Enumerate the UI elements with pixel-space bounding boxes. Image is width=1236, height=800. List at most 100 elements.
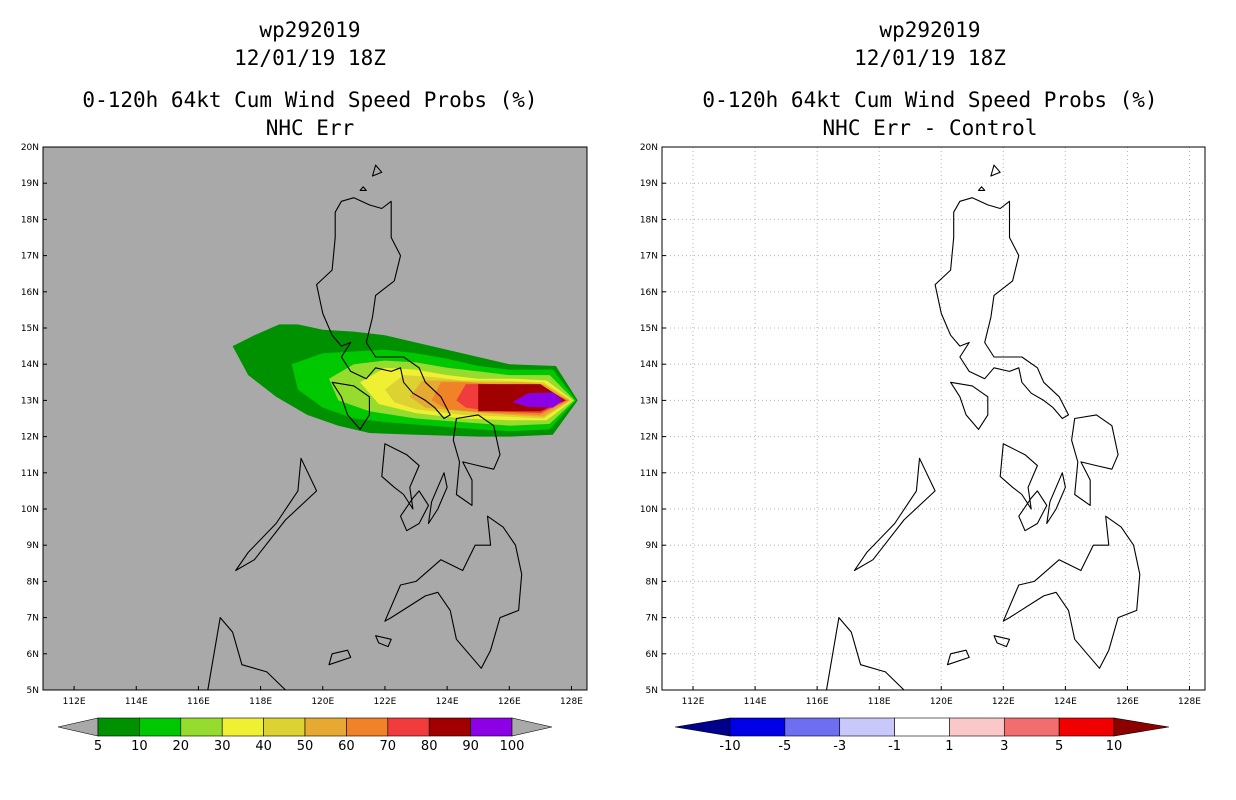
left-coastline: [328, 649, 352, 666]
left-colorbar-label: 5: [94, 739, 102, 754]
left-x-tick-label: 122E: [374, 697, 397, 707]
right-coastline: [990, 164, 1001, 177]
right-y-tick-label: 13N: [640, 396, 658, 406]
right-coastline: [1046, 472, 1066, 525]
right-coastline: [1071, 414, 1119, 506]
left-plot: 112E 114E 116E 118E 120E 122E 124E 126E 128E 5N 6N…: [21, 143, 588, 707]
right-colorbar-segment: [1058, 717, 1115, 737]
left-plot-frame: [42, 146, 588, 691]
right-plot-frame: [661, 146, 1206, 691]
right-coastline: [999, 443, 1038, 510]
left-y-tick-label: 5N: [27, 686, 39, 696]
right-x-tick-label: 112E: [682, 697, 705, 707]
left-x-tick-label: 120E: [311, 697, 334, 707]
right-plot-background: [662, 147, 1205, 690]
left-y-tick-label: 14N: [21, 360, 39, 370]
right-x-tick-label: 126E: [1116, 697, 1139, 707]
left-colorbar-label: 30: [214, 739, 231, 754]
right-x-tick-label: 122E: [992, 697, 1015, 707]
left-coastline: [375, 635, 392, 648]
left-prob-contour-90: [512, 392, 563, 408]
right-colorbar-label: -10: [719, 739, 740, 754]
left-colorbar-segment: [470, 717, 513, 737]
right-colorbar-segment: [1003, 717, 1060, 737]
left-colorbar-segment: [428, 717, 471, 737]
left-y-tick-label: 6N: [27, 650, 39, 660]
left-x-tick-label: 114E: [125, 697, 148, 707]
right-title-datetime: 12/01/19 18Z: [854, 46, 1006, 70]
left-coastline: [427, 472, 448, 525]
right-colorbar-label: 10: [1106, 739, 1123, 754]
right-colorbar-label: 3: [1000, 739, 1008, 754]
left-x-tick-label: 118E: [249, 697, 272, 707]
right-y-tick-label: 7N: [646, 614, 658, 624]
right-title-storm-id: wp292019: [879, 18, 981, 42]
left-coastline: [399, 490, 430, 532]
left-colorbar-label: 50: [297, 739, 314, 754]
left-y-tick-label: 11N: [21, 469, 39, 479]
left-title-variant: NHC Err: [265, 116, 355, 140]
left-colorbar-label: 10: [131, 739, 148, 754]
left-colorbar-extend-high: [511, 717, 553, 737]
left-coastline: [452, 414, 501, 506]
left-colorbar-label: 90: [462, 739, 479, 754]
right-y-tick-label: 10N: [640, 505, 658, 515]
right-x-tick-label: 116E: [806, 697, 829, 707]
right-plot: 112E 114E 116E 118E 120E 122E 124E 126E 128E 5N 6N…: [640, 143, 1206, 707]
right-colorbar-label: -1: [888, 739, 901, 754]
left-title-product: 0-120h 64kt Cum Wind Speed Probs (%): [82, 88, 538, 112]
left-colorbar-label: 80: [421, 739, 438, 754]
left-x-tick-label: 126E: [498, 697, 521, 707]
left-y-tick-label: 20N: [21, 143, 39, 153]
right-x-tick-label: 118E: [868, 697, 891, 707]
left-y-tick-label: 12N: [21, 433, 39, 443]
right-y-tick-label: 18N: [640, 215, 658, 225]
right-y-tick-label: 16N: [640, 288, 658, 298]
right-colorbar: -10 -5 -3 -1 1 3 5 10: [674, 717, 1170, 754]
right-y-tick-label: 19N: [640, 179, 658, 189]
right-title-product: 0-120h 64kt Cum Wind Speed Probs (%): [702, 88, 1158, 112]
right-colorbar-segment: [894, 717, 950, 737]
left-coastline: [381, 443, 420, 510]
right-colorbar-extend-low: [674, 717, 731, 737]
left-colorbar-segment: [221, 717, 264, 737]
left-colorbar-segment: [139, 717, 182, 737]
left-colorbar-segment: [346, 717, 389, 737]
left-coastline: [359, 186, 367, 191]
right-colorbar-label: -3: [833, 739, 846, 754]
left-coastline: [371, 164, 383, 177]
left-x-tick-label: 116E: [187, 697, 210, 707]
left-colorbar-label: 100: [500, 739, 525, 754]
right-colorbar-label: 1: [945, 739, 953, 754]
left-colorbar-label: 60: [338, 739, 355, 754]
right-colorbar-extend-high: [1113, 717, 1170, 737]
left-colorbar-segment: [304, 717, 347, 737]
left-y-tick-label: 19N: [21, 179, 39, 189]
right-colorbar-label: -5: [778, 739, 791, 754]
right-x-tick-label: 128E: [1178, 697, 1201, 707]
right-y-tick-label: 20N: [640, 143, 658, 153]
right-y-tick-label: 5N: [646, 686, 658, 696]
left-x-tick-label: 124E: [436, 697, 459, 707]
right-coastline: [946, 649, 970, 666]
left-colorbar-label: 40: [255, 739, 272, 754]
left-colorbar-segment: [263, 717, 306, 737]
right-colorbar-segment: [839, 717, 895, 737]
right-y-tick-label: 12N: [640, 433, 658, 443]
left-y-tick-label: 17N: [21, 252, 39, 262]
right-coastline: [1018, 490, 1048, 532]
left-coastline: [316, 197, 451, 420]
right-y-tick-label: 17N: [640, 252, 658, 262]
right-y-tick-label: 14N: [640, 360, 658, 370]
right-y-tick-label: 9N: [646, 541, 658, 551]
left-colorbar-extend-low: [57, 717, 99, 737]
right-coastline: [993, 635, 1011, 648]
left-y-tick-label: 9N: [27, 541, 39, 551]
right-colorbar-segment: [949, 717, 1005, 737]
left-y-tick-label: 16N: [21, 288, 39, 298]
left-chart-title: wp292019 12/01/19 18Z 0-120h 64kt Cum Wi…: [20, 16, 600, 142]
right-x-tick-label: 120E: [930, 697, 953, 707]
right-y-tick-label: 8N: [646, 577, 658, 587]
left-y-tick-label: 8N: [27, 577, 39, 587]
